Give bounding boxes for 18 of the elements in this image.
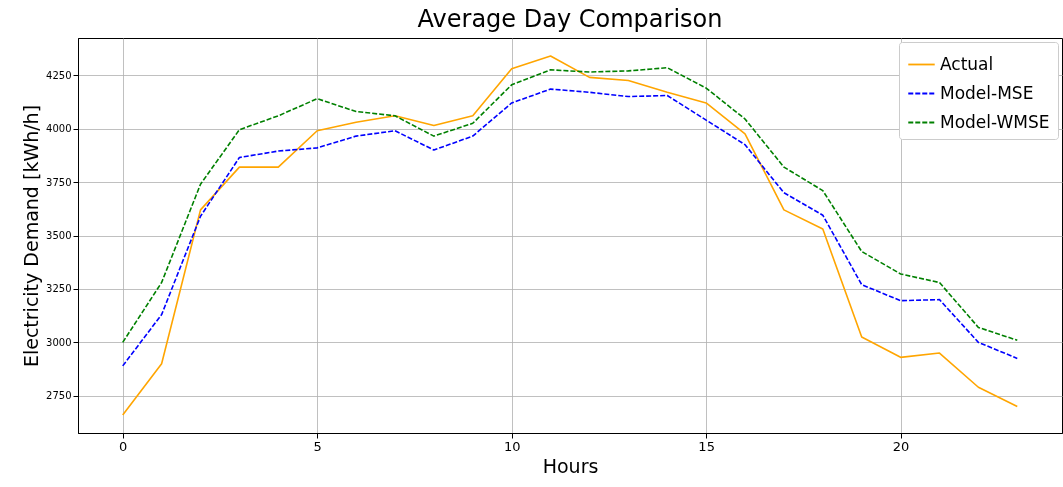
x-tick-label: 0 (119, 438, 128, 454)
x-tick-label: 15 (698, 438, 715, 454)
legend-label: Model-MSE (940, 82, 1034, 103)
x-axis-title: Hours (542, 454, 599, 477)
y-tick-label: 4000 (46, 123, 72, 135)
legend-label: Actual (940, 53, 994, 74)
chart-title: Average Day Comparison (417, 5, 723, 33)
y-tick-label: 3500 (46, 230, 72, 241)
x-tick-label: 10 (503, 438, 521, 454)
y-tick-label: 2750 (46, 390, 72, 402)
y-axis-title: Electricity Demand [kWh/h] (20, 104, 43, 368)
y-tick-label: 3250 (46, 283, 72, 295)
y-tick-label: 4250 (46, 69, 72, 81)
legend-label: Model-WMSE (940, 111, 1050, 132)
x-tick-label: 5 (313, 438, 322, 454)
x-tick-label: 20 (892, 438, 910, 454)
y-tick-label: 3750 (46, 176, 72, 188)
y-tick-label: 3000 (46, 336, 72, 348)
